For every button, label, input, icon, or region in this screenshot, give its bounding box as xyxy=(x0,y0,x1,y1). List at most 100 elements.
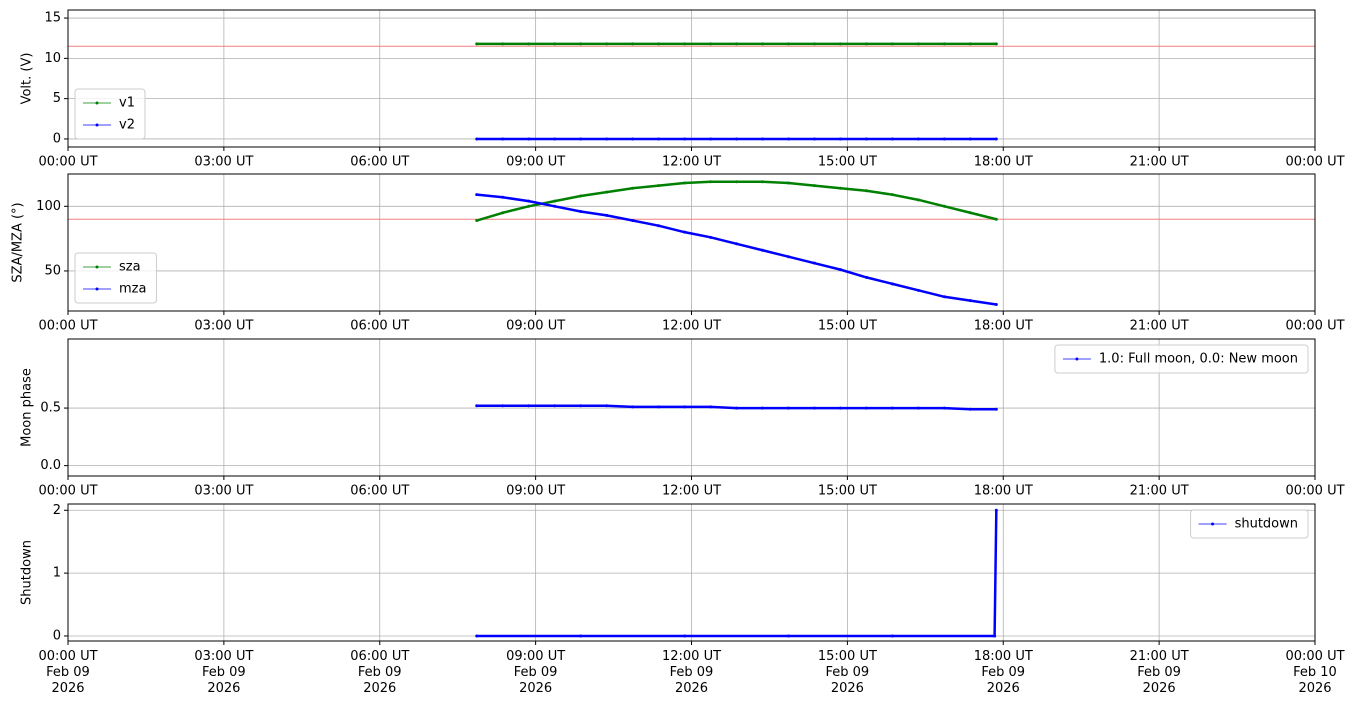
x-tick-label: 06:00 UT Feb 09 2026 xyxy=(350,649,409,696)
data-point xyxy=(735,406,739,410)
x-tick-label: 03:00 UT xyxy=(194,319,253,334)
data-point xyxy=(890,137,894,141)
y-tick-label: 0.0 xyxy=(40,458,61,473)
x-tick-label: 21:00 UT xyxy=(1130,484,1189,499)
data-point xyxy=(786,255,790,259)
data-point xyxy=(683,634,687,638)
data-point xyxy=(605,42,609,46)
data-point xyxy=(501,211,505,215)
legend-marker xyxy=(95,123,99,127)
data-point xyxy=(890,193,894,197)
data-point xyxy=(631,42,635,46)
y-tick-label: 10 xyxy=(44,51,61,66)
data-point xyxy=(631,405,635,409)
legend: 1.0: Full moon, 0.0: New moon xyxy=(1054,344,1309,374)
data-point xyxy=(579,194,583,198)
subplot: 00:00 UT 03:00 UT 06:00 UT 09:00 UT 12:00 UT… xyxy=(20,9,1345,170)
x-tick-label: 00:00 UT Feb 09 2026 xyxy=(38,649,97,696)
data-point xyxy=(657,137,661,141)
data-point xyxy=(916,198,920,202)
data-point xyxy=(994,303,998,307)
x-tick-label: 09:00 UT xyxy=(506,319,565,334)
data-point xyxy=(553,204,557,208)
data-point xyxy=(942,42,946,46)
data-point xyxy=(709,137,713,141)
y-tick-label: 15 xyxy=(44,11,61,26)
data-point xyxy=(968,42,972,46)
data-point xyxy=(579,404,583,408)
legend-marker xyxy=(95,287,99,291)
legend-marker xyxy=(1211,522,1215,526)
data-point xyxy=(864,406,868,410)
data-point xyxy=(553,404,557,408)
y-axis-label: SZA/MZA (°) xyxy=(11,202,26,282)
data-point xyxy=(475,193,479,197)
data-point xyxy=(501,195,505,199)
legend-box xyxy=(74,88,146,140)
data-point xyxy=(579,209,583,213)
data-point xyxy=(994,508,998,512)
y-tick-label: 1 xyxy=(53,566,61,581)
data-point xyxy=(683,230,687,234)
data-point xyxy=(786,634,790,638)
data-point xyxy=(553,199,557,203)
axes-frame xyxy=(67,338,1316,477)
x-tick-label: 18:00 UT xyxy=(974,484,1033,499)
data-point xyxy=(942,204,946,208)
x-tick-label: 00:00 UT xyxy=(38,484,97,499)
x-tick-label: 21:00 UT xyxy=(1130,155,1189,170)
data-point xyxy=(890,634,894,638)
data-point xyxy=(605,213,609,217)
subplot: 00:00 UT Feb 09 2026 03:00 UT Feb 09 2026 06:0… xyxy=(20,503,1345,696)
data-point xyxy=(527,137,531,141)
data-point xyxy=(812,406,816,410)
data-point xyxy=(812,42,816,46)
data-point xyxy=(838,42,842,46)
data-point xyxy=(501,137,505,141)
legend-marker xyxy=(95,101,99,105)
data-point xyxy=(527,404,531,408)
x-tick-label: 15:00 UT xyxy=(818,319,877,334)
data-point xyxy=(916,137,920,141)
data-point xyxy=(709,405,713,409)
data-point xyxy=(735,242,739,246)
data-point xyxy=(735,137,739,141)
x-tick-label: 00:00 UT xyxy=(1285,319,1344,334)
x-tick-label: 06:00 UT xyxy=(350,155,409,170)
legend: sza mza xyxy=(74,252,157,304)
data-point xyxy=(994,217,998,221)
data-point xyxy=(709,180,713,184)
x-tick-label: 03:00 UT xyxy=(194,484,253,499)
x-tick-label: 12:00 UT xyxy=(662,155,721,170)
y-tick-label: 5 xyxy=(53,91,61,106)
data-point xyxy=(709,235,713,239)
data-point xyxy=(475,137,479,141)
data-point xyxy=(683,137,687,141)
data-point xyxy=(838,268,842,272)
axes-frame xyxy=(67,503,1316,642)
data-point xyxy=(942,137,946,141)
axes-frame xyxy=(67,173,1316,312)
data-point xyxy=(527,204,531,208)
subplot: 00:00 UT 03:00 UT 06:00 UT 09:00 UT 12:00 UT… xyxy=(20,338,1345,499)
data-point xyxy=(864,42,868,46)
y-axis-label: Shutdown xyxy=(20,540,35,605)
data-point xyxy=(994,137,998,141)
data-point xyxy=(761,180,765,184)
data-point xyxy=(838,137,842,141)
legend-label: v2 xyxy=(119,118,135,133)
x-tick-label: 06:00 UT xyxy=(350,484,409,499)
x-tick-label: 00:00 UT xyxy=(1285,484,1344,499)
data-point xyxy=(916,42,920,46)
data-point xyxy=(786,181,790,185)
x-tick-label: 09:00 UT xyxy=(506,484,565,499)
data-point xyxy=(631,186,635,190)
y-tick-label: 50 xyxy=(44,263,61,278)
y-tick-label: 2 xyxy=(53,503,61,518)
data-point xyxy=(761,406,765,410)
x-tick-label: 00:00 UT xyxy=(38,319,97,334)
data-point xyxy=(605,404,609,408)
data-point xyxy=(657,42,661,46)
data-point xyxy=(786,406,790,410)
x-tick-label: 15:00 UT xyxy=(818,155,877,170)
